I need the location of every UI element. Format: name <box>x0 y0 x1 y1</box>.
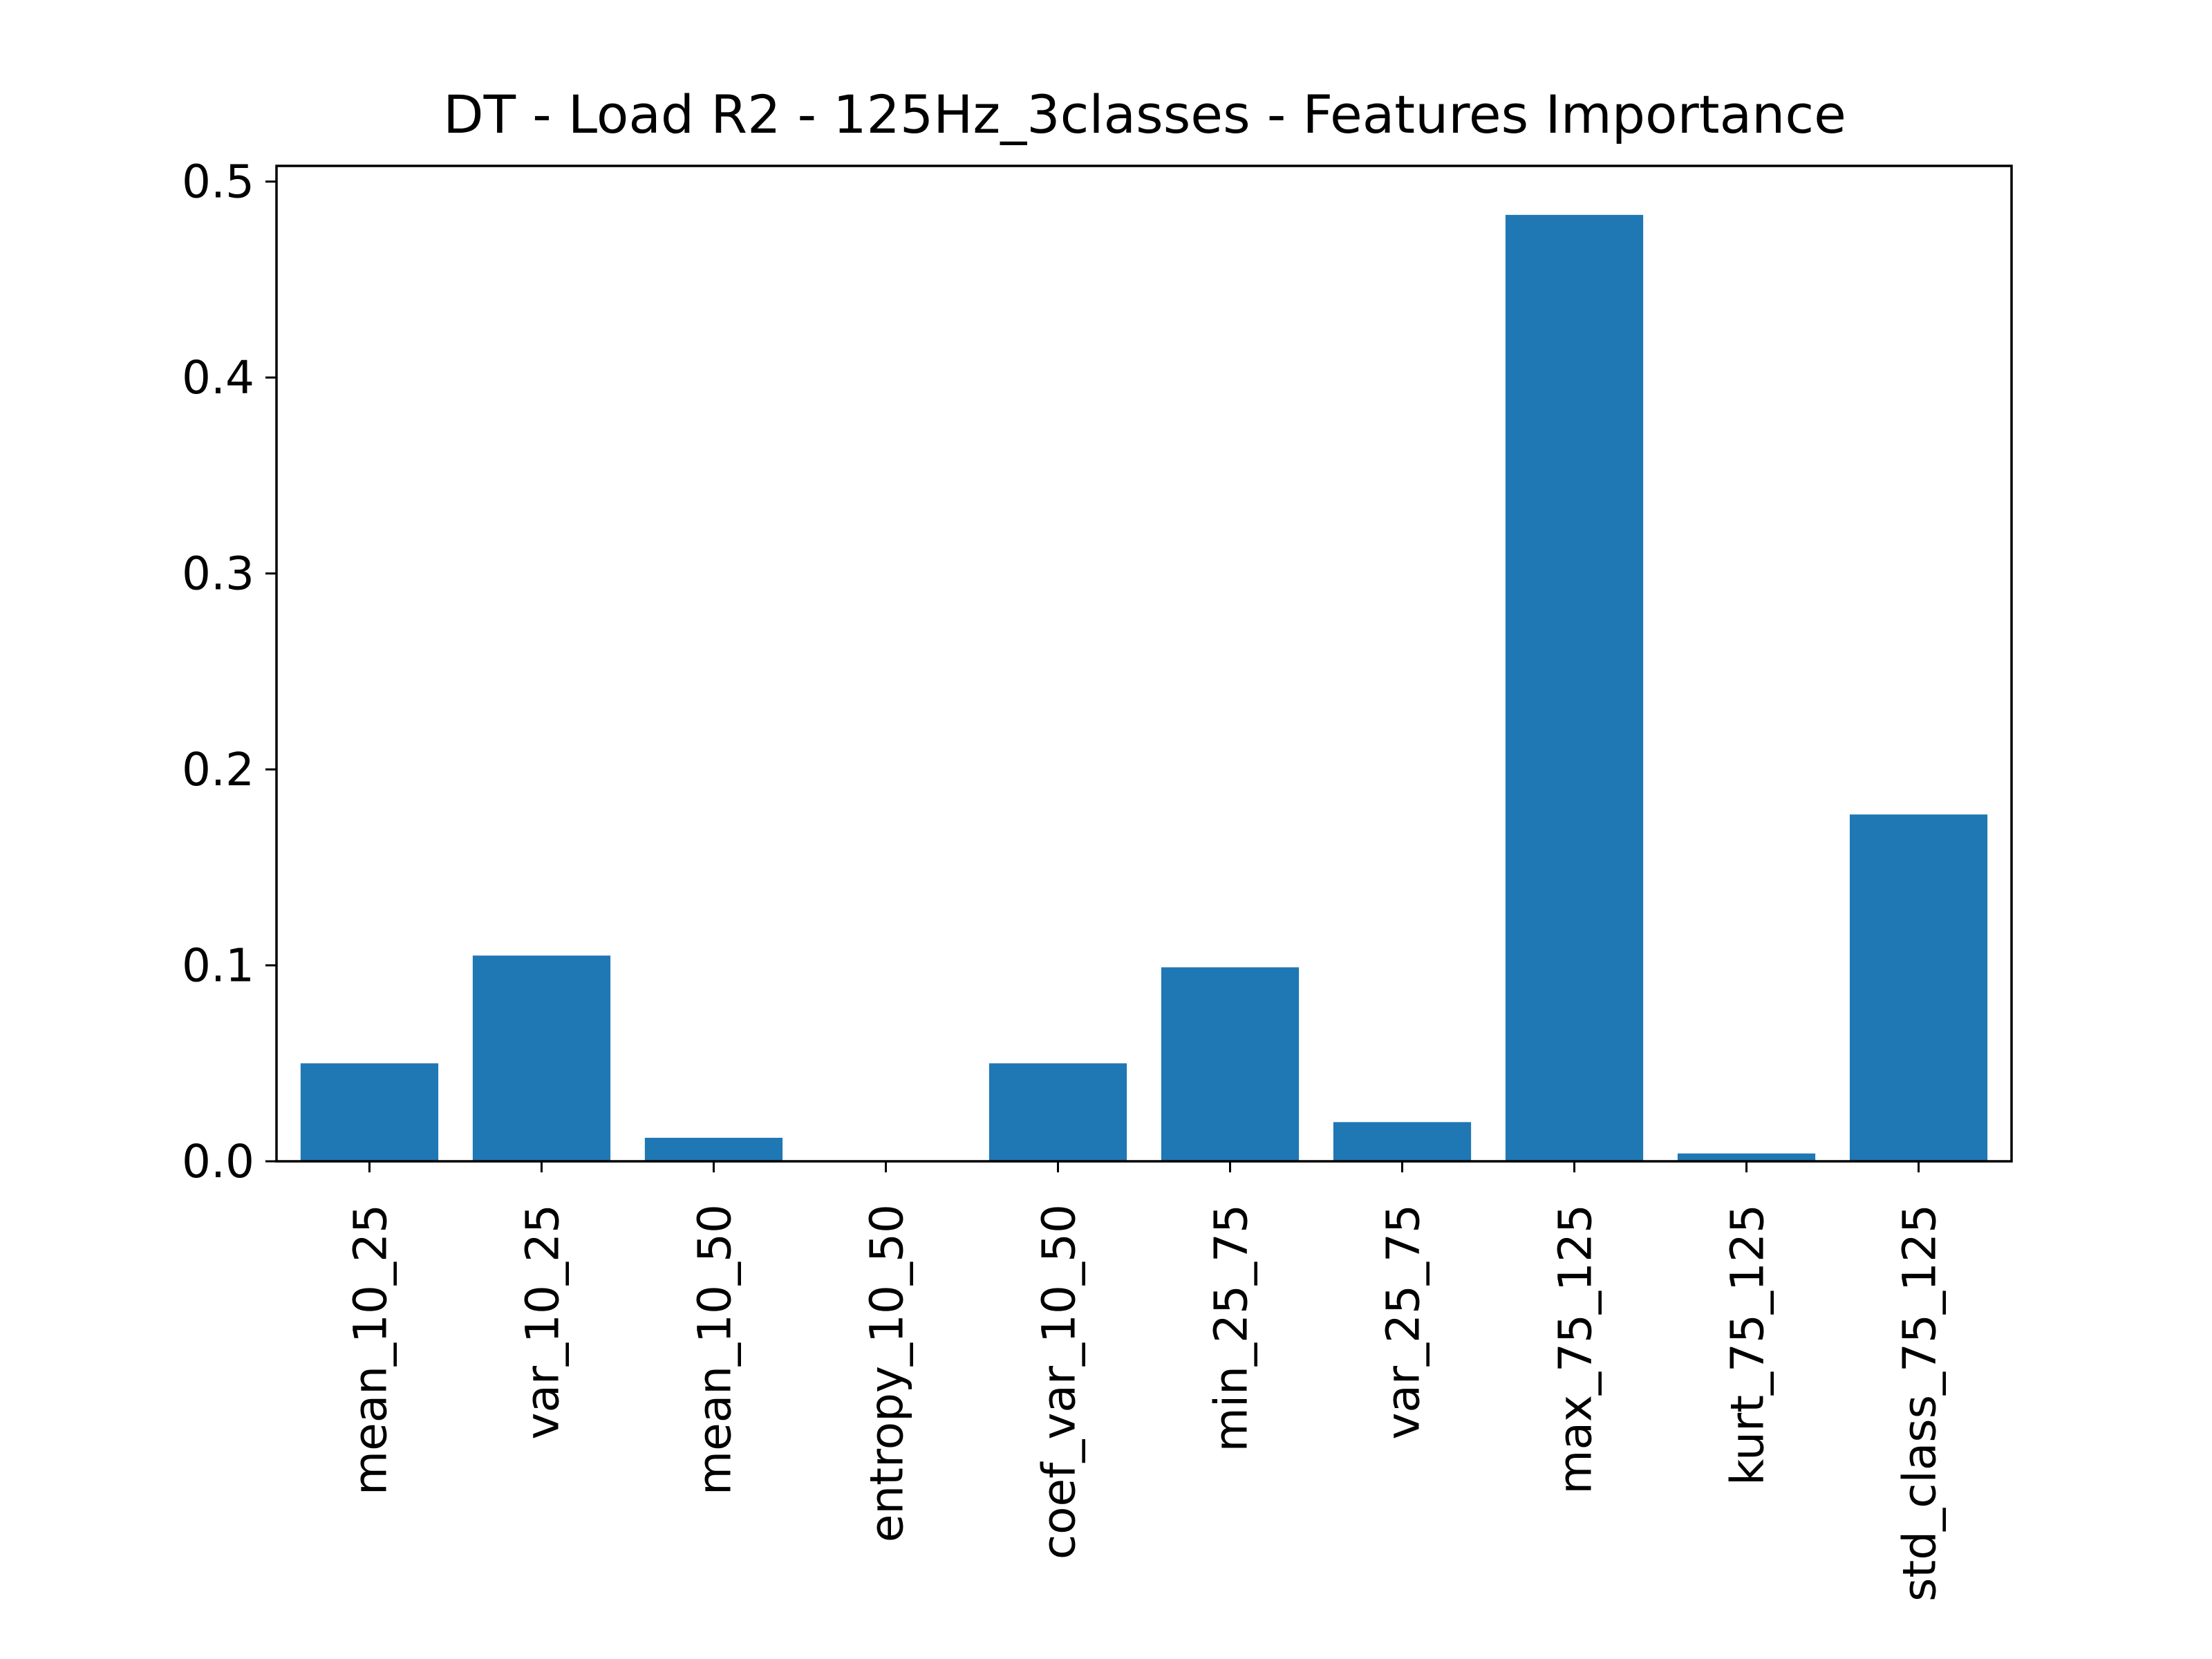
x-tick-label: mean_10_25 <box>344 1204 397 1495</box>
y-axis: 0.0 0.1 0.2 0.3 0.4 0.5 <box>182 156 276 1188</box>
bar-kurt_75_125 <box>1677 1153 1816 1161</box>
bar-mean_10_25 <box>300 1063 439 1161</box>
x-tick-label: mean_10_50 <box>688 1204 741 1495</box>
x-tick-label: max_75_125 <box>1549 1204 1602 1494</box>
x-tick-label: coef_var_10_50 <box>1032 1204 1085 1559</box>
chart-title: DT - Load R2 - 125Hz_3classes - Features… <box>443 84 1846 145</box>
y-tick-label: 0.1 <box>182 939 254 993</box>
plot-area-frame <box>275 165 2013 1163</box>
y-tick-label: 0.2 <box>182 743 254 796</box>
x-axis: mean_10_25 var_10_25 mean_10_50 entropy_10_… <box>344 1161 1947 1602</box>
bar-var_25_75 <box>1333 1122 1472 1161</box>
bars <box>300 214 1988 1161</box>
bar-mean_10_50 <box>644 1137 783 1161</box>
x-tick-label: kurt_75_125 <box>1721 1204 1774 1485</box>
x-tick-label: std_class_75_125 <box>1893 1204 1947 1602</box>
bar-std_class_75_125 <box>1849 814 1988 1161</box>
x-tick-label: min_25_75 <box>1205 1204 1258 1452</box>
y-tick-label: 0.5 <box>182 156 254 209</box>
x-tick-label: entropy_10_50 <box>860 1204 913 1542</box>
x-tick-label: var_10_25 <box>516 1204 569 1440</box>
bar-coef_var_10_50 <box>988 1063 1127 1161</box>
x-tick-label: var_25_75 <box>1377 1204 1430 1440</box>
bar-var_10_25 <box>472 955 611 1161</box>
y-tick-label: 0.3 <box>182 547 254 601</box>
y-tick-label: 0.4 <box>182 351 254 404</box>
bar-max_75_125 <box>1505 214 1644 1161</box>
bar-min_25_75 <box>1161 967 1300 1161</box>
y-tick-label: 0.0 <box>182 1135 254 1188</box>
